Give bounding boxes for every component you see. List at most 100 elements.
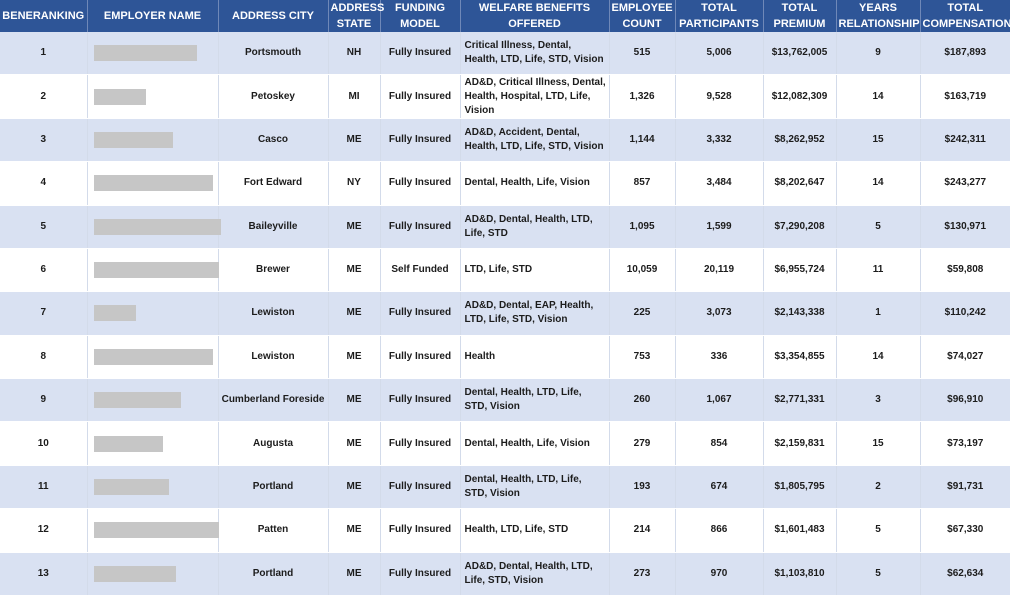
table-row[interactable]: 13 Portland ME Fully Insured AD&D, Denta… [0, 552, 1010, 595]
city-cell: Casco [218, 118, 328, 161]
rank-cell: 7 [0, 292, 87, 335]
employer-name-cell [87, 118, 218, 161]
benefits-cell: AD&D, Accident, Dental, Health, LTD, Lif… [460, 118, 609, 161]
employee-count-cell: 10,059 [609, 248, 675, 291]
employee-count-cell: 857 [609, 162, 675, 205]
participants-cell: 866 [675, 509, 763, 552]
participants-cell: 854 [675, 422, 763, 465]
years-relationship-cell: 5 [836, 552, 920, 595]
table-row[interactable]: 12 Patten ME Fully Insured Health, LTD, … [0, 509, 1010, 552]
header-label-line: YEARS [859, 2, 897, 14]
header-label: BENERANKING [2, 10, 84, 22]
table-row[interactable]: 6 Brewer ME Self Funded LTD, Life, STD 1… [0, 248, 1010, 291]
employer-name-cell [87, 379, 218, 422]
years-relationship-cell: 2 [836, 465, 920, 508]
funding-model-cell: Fully Insured [380, 118, 460, 161]
rank-cell: 10 [0, 422, 87, 465]
rank-cell: 4 [0, 162, 87, 205]
funding-model-cell: Fully Insured [380, 205, 460, 248]
employee-count-cell: 515 [609, 32, 675, 75]
state-cell: ME [328, 509, 380, 552]
benefits-cell: AD&D, Dental, EAP, Health, LTD, Life, ST… [460, 292, 609, 335]
table-row[interactable]: 5 Baileyville ME Fully Insured AD&D, Den… [0, 205, 1010, 248]
compensation-cell: $96,910 [920, 379, 1010, 422]
table-row[interactable]: 2 Petoskey MI Fully Insured AD&D, Critic… [0, 75, 1010, 118]
redacted-employer-name [94, 392, 181, 408]
city-cell: Petoskey [218, 75, 328, 118]
table-row[interactable]: 7 Lewiston ME Fully Insured AD&D, Dental… [0, 292, 1010, 335]
premium-cell: $2,771,331 [763, 379, 836, 422]
header-total-premium[interactable]: TOTAL PREMIUM [763, 0, 836, 32]
city-cell: Lewiston [218, 292, 328, 335]
participants-cell: 336 [675, 335, 763, 378]
table-row[interactable]: 1 Portsmouth NH Fully Insured Critical I… [0, 32, 1010, 75]
table-header-row: BENERANKING EMPLOYER NAME ADDRESS CITY A… [0, 0, 1010, 32]
premium-cell: $8,202,647 [763, 162, 836, 205]
funding-model-cell: Fully Insured [380, 335, 460, 378]
table-row[interactable]: 11 Portland ME Fully Insured Dental, Hea… [0, 465, 1010, 508]
rank-cell: 5 [0, 205, 87, 248]
rank-cell: 13 [0, 552, 87, 595]
header-label-line: PREMIUM [774, 18, 826, 30]
participants-cell: 9,528 [675, 75, 763, 118]
header-years-relationship[interactable]: YEARS RELATIONSHIP [836, 0, 920, 32]
header-label-line: COUNT [622, 18, 661, 30]
employee-count-cell: 260 [609, 379, 675, 422]
funding-model-cell: Self Funded [380, 248, 460, 291]
header-beneranking[interactable]: BENERANKING [0, 0, 87, 32]
benefits-cell: Dental, Health, LTD, Life, STD, Vision [460, 379, 609, 422]
redacted-employer-name [94, 262, 219, 278]
premium-cell: $13,762,005 [763, 32, 836, 75]
header-label-line: PARTICIPANTS [679, 18, 759, 30]
benefits-cell: LTD, Life, STD [460, 248, 609, 291]
header-label-line: RELATIONSHIP [839, 18, 920, 30]
premium-cell: $1,805,795 [763, 465, 836, 508]
rank-cell: 6 [0, 248, 87, 291]
rank-cell: 12 [0, 509, 87, 552]
funding-model-cell: Fully Insured [380, 379, 460, 422]
state-cell: ME [328, 292, 380, 335]
redacted-employer-name [94, 219, 221, 235]
table-row[interactable]: 4 Fort Edward NY Fully Insured Dental, H… [0, 162, 1010, 205]
years-relationship-cell: 14 [836, 162, 920, 205]
state-cell: ME [328, 248, 380, 291]
employer-name-cell [87, 465, 218, 508]
employee-count-cell: 273 [609, 552, 675, 595]
header-label-line: TOTAL [782, 2, 818, 14]
premium-cell: $2,159,831 [763, 422, 836, 465]
header-address-city[interactable]: ADDRESS CITY [218, 0, 328, 32]
compensation-cell: $73,197 [920, 422, 1010, 465]
header-employer-name[interactable]: EMPLOYER NAME [87, 0, 218, 32]
city-cell: Baileyville [218, 205, 328, 248]
table-row[interactable]: 8 Lewiston ME Fully Insured Health 753 3… [0, 335, 1010, 378]
benefits-cell: Dental, Health, LTD, Life, STD, Vision [460, 465, 609, 508]
participants-cell: 674 [675, 465, 763, 508]
benefits-cell: AD&D, Critical Illness, Dental, Health, … [460, 75, 609, 118]
table-row[interactable]: 9 Cumberland Foreside ME Fully Insured D… [0, 379, 1010, 422]
benefits-cell: Dental, Health, Life, Vision [460, 162, 609, 205]
table-row[interactable]: 10 Augusta ME Fully Insured Dental, Heal… [0, 422, 1010, 465]
table-row[interactable]: 3 Casco ME Fully Insured AD&D, Accident,… [0, 118, 1010, 161]
funding-model-cell: Fully Insured [380, 32, 460, 75]
years-relationship-cell: 15 [836, 118, 920, 161]
funding-model-cell: Fully Insured [380, 75, 460, 118]
rank-cell: 11 [0, 465, 87, 508]
years-relationship-cell: 3 [836, 379, 920, 422]
compensation-cell: $163,719 [920, 75, 1010, 118]
benefits-cell: Health [460, 335, 609, 378]
header-label-line: OFFERED [508, 18, 561, 30]
premium-cell: $12,082,309 [763, 75, 836, 118]
participants-cell: 3,332 [675, 118, 763, 161]
compensation-cell: $242,311 [920, 118, 1010, 161]
premium-cell: $1,103,810 [763, 552, 836, 595]
header-label-line: FUNDING [395, 2, 445, 14]
state-cell: ME [328, 552, 380, 595]
employer-name-cell [87, 248, 218, 291]
